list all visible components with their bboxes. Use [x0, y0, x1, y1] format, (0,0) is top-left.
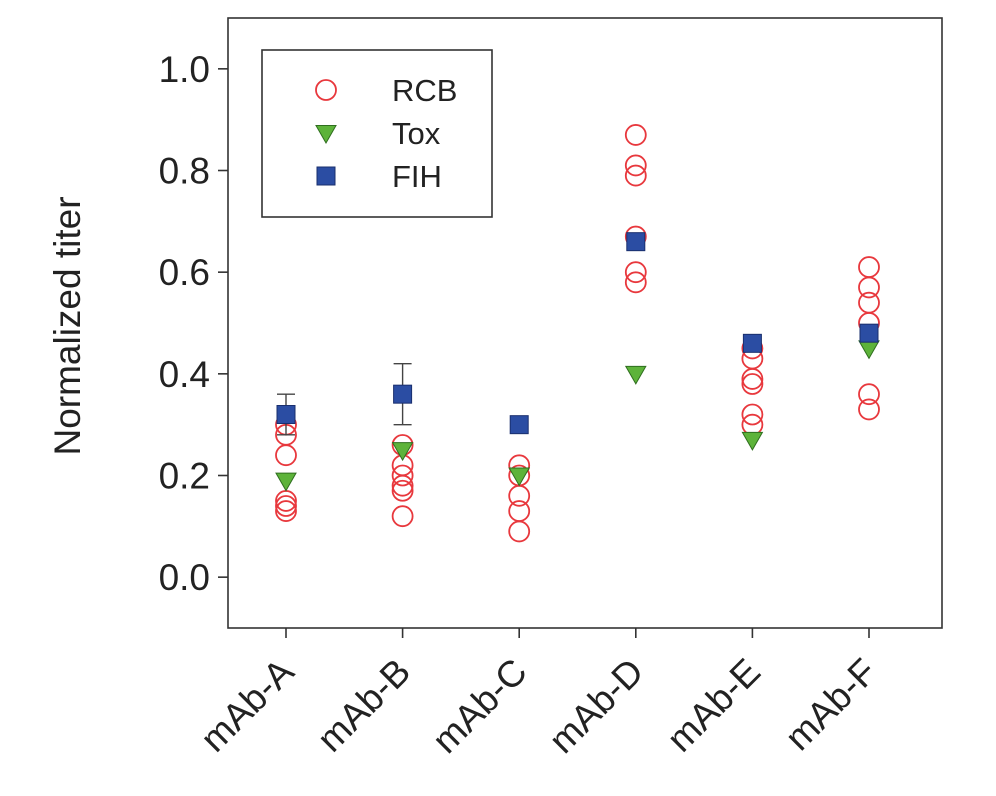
- x-category-label: mAb-E: [659, 651, 768, 760]
- rcb-point: [858, 383, 880, 406]
- fih-point: [742, 333, 762, 353]
- x-category-label: mAb-F: [777, 651, 884, 758]
- tox-point: [508, 467, 531, 487]
- rcb-point: [624, 261, 647, 284]
- y-tick-label: 0.0: [159, 557, 210, 598]
- y-axis-title: Normalized titer: [47, 196, 88, 455]
- x-axis: mAb-A mAb-B mAb-C mAb-D mAb-E mAb-F: [193, 628, 885, 761]
- y-tick-label: 0.8: [159, 151, 210, 192]
- fih-point: [626, 232, 646, 252]
- data-marks: [275, 124, 880, 543]
- x-category-label: mAb-A: [193, 650, 302, 759]
- legend-label-fih: FIH: [392, 159, 442, 194]
- rcb-point: [391, 464, 414, 487]
- tox-point: [741, 431, 764, 451]
- rcb-point: [391, 474, 414, 497]
- rcb-point: [315, 79, 337, 101]
- plot-frame-group: [227, 17, 943, 629]
- x-category-label: mAb-C: [424, 651, 534, 761]
- rcb-point: [858, 398, 880, 421]
- y-tick-label: 0.2: [159, 456, 210, 497]
- tox-point: [391, 442, 414, 462]
- rcb-point: [508, 500, 531, 522]
- legend-box: [261, 49, 493, 218]
- x-category-label: mAb-D: [541, 651, 651, 761]
- fih-point: [393, 384, 413, 404]
- tox-point: [275, 472, 297, 492]
- rcb-point: [275, 495, 297, 517]
- rcb-point: [858, 256, 880, 278]
- plot-frame: [227, 17, 943, 629]
- tox-point: [624, 365, 647, 385]
- rcb-point: [391, 479, 414, 502]
- y-tick-label: 0.6: [159, 252, 210, 293]
- tox-point: [858, 340, 880, 360]
- rcb-point: [624, 154, 647, 177]
- legend-label-tox: Tox: [392, 116, 441, 151]
- rcb-point: [391, 505, 414, 528]
- rcb-point: [741, 368, 764, 390]
- tox-point: [315, 125, 337, 145]
- rcb-point: [624, 164, 647, 187]
- rcb-point: [858, 291, 880, 314]
- y-axis: 0.0 0.2 0.4 0.6 0.8 1.0: [159, 49, 228, 598]
- rcb-point: [741, 403, 764, 426]
- fih-point: [316, 166, 336, 186]
- y-tick-label: 0.4: [159, 354, 210, 395]
- y-tick-label: 1.0: [159, 49, 210, 90]
- fih-point: [859, 323, 879, 343]
- rcb-point: [858, 276, 880, 299]
- fih-point: [276, 405, 296, 424]
- rcb-point: [275, 500, 297, 522]
- legend: RCB Tox FIH: [261, 49, 493, 218]
- rcb-point: [624, 271, 647, 294]
- fih-point: [509, 415, 529, 435]
- rcb-point: [508, 520, 531, 543]
- rcb-point: [624, 124, 647, 146]
- legend-label-rcb: RCB: [392, 73, 457, 108]
- x-category-label: mAb-B: [309, 651, 418, 760]
- rcb-point: [275, 444, 297, 467]
- rcb-point: [741, 373, 764, 395]
